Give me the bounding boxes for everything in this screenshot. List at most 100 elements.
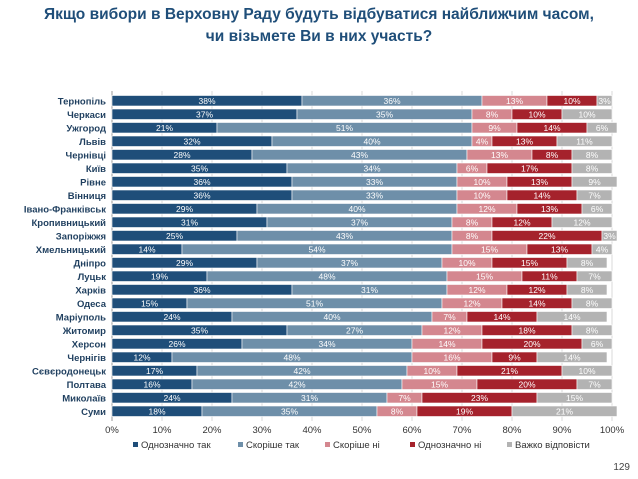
data-label: 37% xyxy=(351,218,368,228)
data-label: 35% xyxy=(281,407,298,417)
data-label: 48% xyxy=(318,272,335,282)
data-label: 9% xyxy=(488,123,501,133)
bar-segment xyxy=(591,243,613,255)
data-label: 17% xyxy=(521,164,538,174)
data-label: 14% xyxy=(438,339,455,349)
category-label: Маріуполь xyxy=(56,312,106,323)
legend-label: Скоріше ні xyxy=(333,440,380,451)
bar-segment xyxy=(571,297,613,309)
data-label: 18% xyxy=(518,326,535,336)
data-label: 12% xyxy=(468,285,485,295)
data-label: 14% xyxy=(528,299,545,309)
data-label: 36% xyxy=(193,177,210,187)
data-label: 12% xyxy=(133,353,150,363)
data-label: 7% xyxy=(588,272,601,282)
data-label: 35% xyxy=(191,326,208,336)
data-label: 8% xyxy=(586,150,599,160)
data-label: 7% xyxy=(398,393,411,403)
data-label: 12% xyxy=(528,285,545,295)
legend-label: Скоріше так xyxy=(246,440,300,451)
data-label: 13% xyxy=(541,204,558,214)
data-label: 29% xyxy=(176,204,193,214)
data-label: 42% xyxy=(293,366,310,376)
legend-label: Однозначно ні xyxy=(418,440,481,451)
data-label: 15% xyxy=(141,299,158,309)
data-label: 40% xyxy=(363,137,380,147)
data-label: 16% xyxy=(443,353,460,363)
category-label: Одеса xyxy=(77,299,107,310)
category-label: Чернівці xyxy=(66,150,106,161)
data-label: 8% xyxy=(586,326,599,336)
data-label: 3% xyxy=(603,231,616,241)
x-tick-label: 80% xyxy=(502,425,522,436)
data-label: 36% xyxy=(383,96,400,106)
legend-swatch xyxy=(238,442,243,447)
bar-segment xyxy=(566,257,608,269)
data-label: 4% xyxy=(476,137,489,147)
data-label: 18% xyxy=(148,407,165,417)
x-tick-label: 30% xyxy=(252,425,272,436)
category-label: Харків xyxy=(75,285,106,296)
data-label: 14% xyxy=(543,123,560,133)
category-label: Хмельницький xyxy=(36,245,106,256)
category-label: Миколаїв xyxy=(62,393,106,404)
bar-segment xyxy=(511,405,618,417)
data-label: 23% xyxy=(471,393,488,403)
category-label: Суми xyxy=(81,407,106,418)
x-tick-label: 20% xyxy=(202,425,222,436)
data-label: 32% xyxy=(183,137,200,147)
data-label: 13% xyxy=(491,150,508,160)
chart-title: Якщо вибори в Верховну Раду будуть відбу… xyxy=(0,4,638,48)
bar-segment xyxy=(536,311,608,323)
bar-segment xyxy=(571,149,613,161)
data-label: 8% xyxy=(586,164,599,174)
data-label: 14% xyxy=(533,191,550,201)
data-label: 20% xyxy=(523,339,540,349)
data-label: 8% xyxy=(391,407,404,417)
bar-segment xyxy=(571,176,618,188)
data-label: 43% xyxy=(336,231,353,241)
data-label: 13% xyxy=(551,245,568,255)
data-label: 51% xyxy=(336,123,353,133)
data-label: 48% xyxy=(283,353,300,363)
legend-swatch xyxy=(507,442,512,447)
data-label: 15% xyxy=(566,393,583,403)
legend-swatch xyxy=(325,442,330,447)
data-label: 54% xyxy=(308,245,325,255)
data-label: 25% xyxy=(166,231,183,241)
data-label: 14% xyxy=(493,312,510,322)
data-label: 9% xyxy=(508,353,521,363)
data-label: 13% xyxy=(516,137,533,147)
data-label: 14% xyxy=(563,353,580,363)
data-label: 42% xyxy=(288,380,305,390)
data-label: 11% xyxy=(576,137,593,147)
bar-segment xyxy=(596,95,613,107)
data-label: 6% xyxy=(466,164,479,174)
data-label: 16% xyxy=(143,380,160,390)
data-label: 20% xyxy=(518,380,535,390)
data-label: 8% xyxy=(466,218,479,228)
data-label: 37% xyxy=(341,258,358,268)
x-tick-label: 90% xyxy=(552,425,572,436)
data-label: 13% xyxy=(506,96,523,106)
data-label: 12% xyxy=(513,218,530,228)
data-label: 29% xyxy=(176,258,193,268)
x-tick-label: 10% xyxy=(152,425,172,436)
data-label: 31% xyxy=(181,218,198,228)
legend-swatch xyxy=(133,442,138,447)
chart-title-line-2: чи візьмете Ви в них участь? xyxy=(205,28,433,45)
data-label: 8% xyxy=(466,231,479,241)
data-label: 31% xyxy=(301,393,318,403)
data-label: 12% xyxy=(478,204,495,214)
data-label: 40% xyxy=(323,312,340,322)
category-label: Полтава xyxy=(67,380,107,391)
bar-segment xyxy=(581,203,613,215)
legend-label: Важко відповісти xyxy=(515,440,590,451)
data-label: 8% xyxy=(586,299,599,309)
bar-segment xyxy=(576,189,613,201)
x-tick-label: 70% xyxy=(452,425,472,436)
x-tick-label: 60% xyxy=(402,425,422,436)
data-label: 10% xyxy=(578,110,595,120)
data-label: 17% xyxy=(146,366,163,376)
